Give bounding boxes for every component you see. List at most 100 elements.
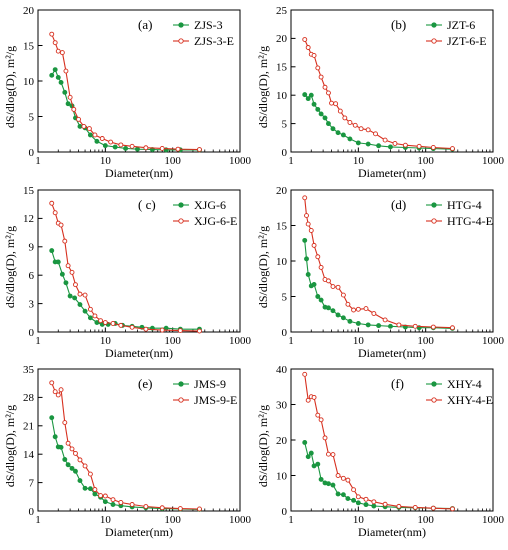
data-point-1 <box>304 256 309 262</box>
data-point-1 <box>335 130 341 136</box>
data-point-1 <box>308 450 314 456</box>
y-axis-label: dS/dlog(D), m²/g <box>256 226 270 308</box>
data-point-1 <box>311 281 317 287</box>
data-point-2 <box>73 282 78 288</box>
legend-label-2: JMS-9-E <box>194 393 237 407</box>
legend-marker-2 <box>431 218 437 224</box>
y-tick-label: 0 <box>282 327 288 339</box>
legend-label-2: XJG-6-E <box>194 214 237 228</box>
x-axis-label: Diameter(nm) <box>358 346 426 360</box>
data-point-1 <box>302 237 308 243</box>
x-axis-label: Diameter(nm) <box>105 166 173 180</box>
y-tick-label: 5 <box>29 111 35 123</box>
x-tick-label: 10 <box>353 514 365 526</box>
data-point-1 <box>355 140 361 146</box>
y-tick-label: 15 <box>276 62 288 74</box>
data-point-2 <box>326 278 331 284</box>
x-tick-label: 100 <box>164 335 181 347</box>
x-tick-label: 1 <box>35 335 41 347</box>
data-point-1 <box>315 294 321 299</box>
data-point-2 <box>62 238 68 244</box>
data-point-1 <box>330 126 336 132</box>
data-point-1 <box>347 136 353 142</box>
y-tick-label: 0 <box>282 147 288 159</box>
data-point-2 <box>345 477 351 483</box>
x-axis-label: Diameter(nm) <box>105 346 173 360</box>
y-tick-label: 10 <box>276 90 288 102</box>
plot-frame <box>290 9 494 153</box>
data-point-2 <box>118 142 124 148</box>
data-point-1 <box>67 293 73 299</box>
data-point-2 <box>159 145 165 151</box>
x-tick-label: 1000 <box>482 155 505 167</box>
data-point-2 <box>77 457 83 463</box>
legend-label-1: HTG-4 <box>447 198 482 212</box>
data-point-2 <box>330 284 336 290</box>
chart-panel-5: 1 10 100 1000 0 7 14 21 28 35 Diameter(nm) dS/dlog(… <box>3 364 252 539</box>
data-point-2 <box>311 52 317 58</box>
data-point-2 <box>396 503 402 509</box>
data-point-1 <box>112 144 118 150</box>
x-tick-label: 100 <box>164 155 181 167</box>
data-point-2 <box>110 497 116 503</box>
data-point-1 <box>163 325 169 331</box>
data-point-2 <box>118 500 124 505</box>
data-point-2 <box>65 440 71 446</box>
y-axis-label: dS/dlog(D), m²/g <box>256 405 270 487</box>
data-point-2 <box>315 254 321 260</box>
data-point-1 <box>77 302 83 307</box>
x-tick-label: 10 <box>100 335 112 347</box>
data-point-1 <box>58 79 64 85</box>
data-point-2 <box>330 452 336 458</box>
data-point-2 <box>69 446 75 452</box>
data-point-1 <box>376 323 382 329</box>
data-point-1 <box>94 320 100 325</box>
data-point-1 <box>335 491 341 497</box>
x-tick-label: 1000 <box>482 514 505 526</box>
data-point-2 <box>58 222 64 228</box>
data-point-1 <box>388 144 393 150</box>
x-tick-label: 100 <box>417 335 434 347</box>
data-point-2 <box>355 494 361 500</box>
data-point-2 <box>69 269 75 275</box>
data-point-2 <box>129 143 135 149</box>
data-point-2 <box>351 307 357 313</box>
data-point-1 <box>63 280 69 286</box>
x-tick-label: 10 <box>100 514 112 526</box>
data-point-1 <box>52 434 58 440</box>
data-point-1 <box>82 308 88 314</box>
data-point-2 <box>347 120 353 125</box>
data-point-2 <box>337 108 343 114</box>
x-tick-label: 10 <box>353 335 365 347</box>
y-tick-label: 7 <box>29 477 35 489</box>
data-point-1 <box>102 143 108 149</box>
data-point-2 <box>87 306 93 312</box>
legend-marker-1 <box>431 202 437 208</box>
series-line-2 <box>51 382 200 510</box>
x-tick-label: 10 <box>100 155 112 167</box>
data-point-2 <box>412 323 418 329</box>
data-point-1 <box>49 415 55 421</box>
data-point-1 <box>322 115 328 121</box>
data-point-2 <box>335 473 341 478</box>
y-tick-label: 0 <box>282 506 288 518</box>
legend-label-1: JZT-6 <box>447 18 475 32</box>
data-point-2 <box>159 505 165 511</box>
data-point-2 <box>311 242 317 248</box>
data-point-1 <box>318 476 324 482</box>
data-point-2 <box>430 145 436 150</box>
data-point-1 <box>318 111 324 117</box>
data-point-2 <box>416 143 422 149</box>
data-point-1 <box>58 444 64 450</box>
y-tick-label: 5 <box>282 118 288 130</box>
chart-panel-3: 1 10 100 1000 0 3 6 9 12 15 Diameter(nm) dS/dlog(D)… <box>3 185 252 360</box>
data-point-1 <box>365 141 371 147</box>
x-tick-label: 1000 <box>482 335 505 347</box>
legend-label-1: ZJS-3 <box>194 18 223 32</box>
y-tick-label: 15 <box>23 40 35 52</box>
x-tick-label: 10 <box>353 155 365 167</box>
data-point-1 <box>311 101 317 107</box>
panel-label: (b) <box>391 17 406 32</box>
data-point-2 <box>52 210 58 216</box>
data-point-1 <box>65 101 71 107</box>
